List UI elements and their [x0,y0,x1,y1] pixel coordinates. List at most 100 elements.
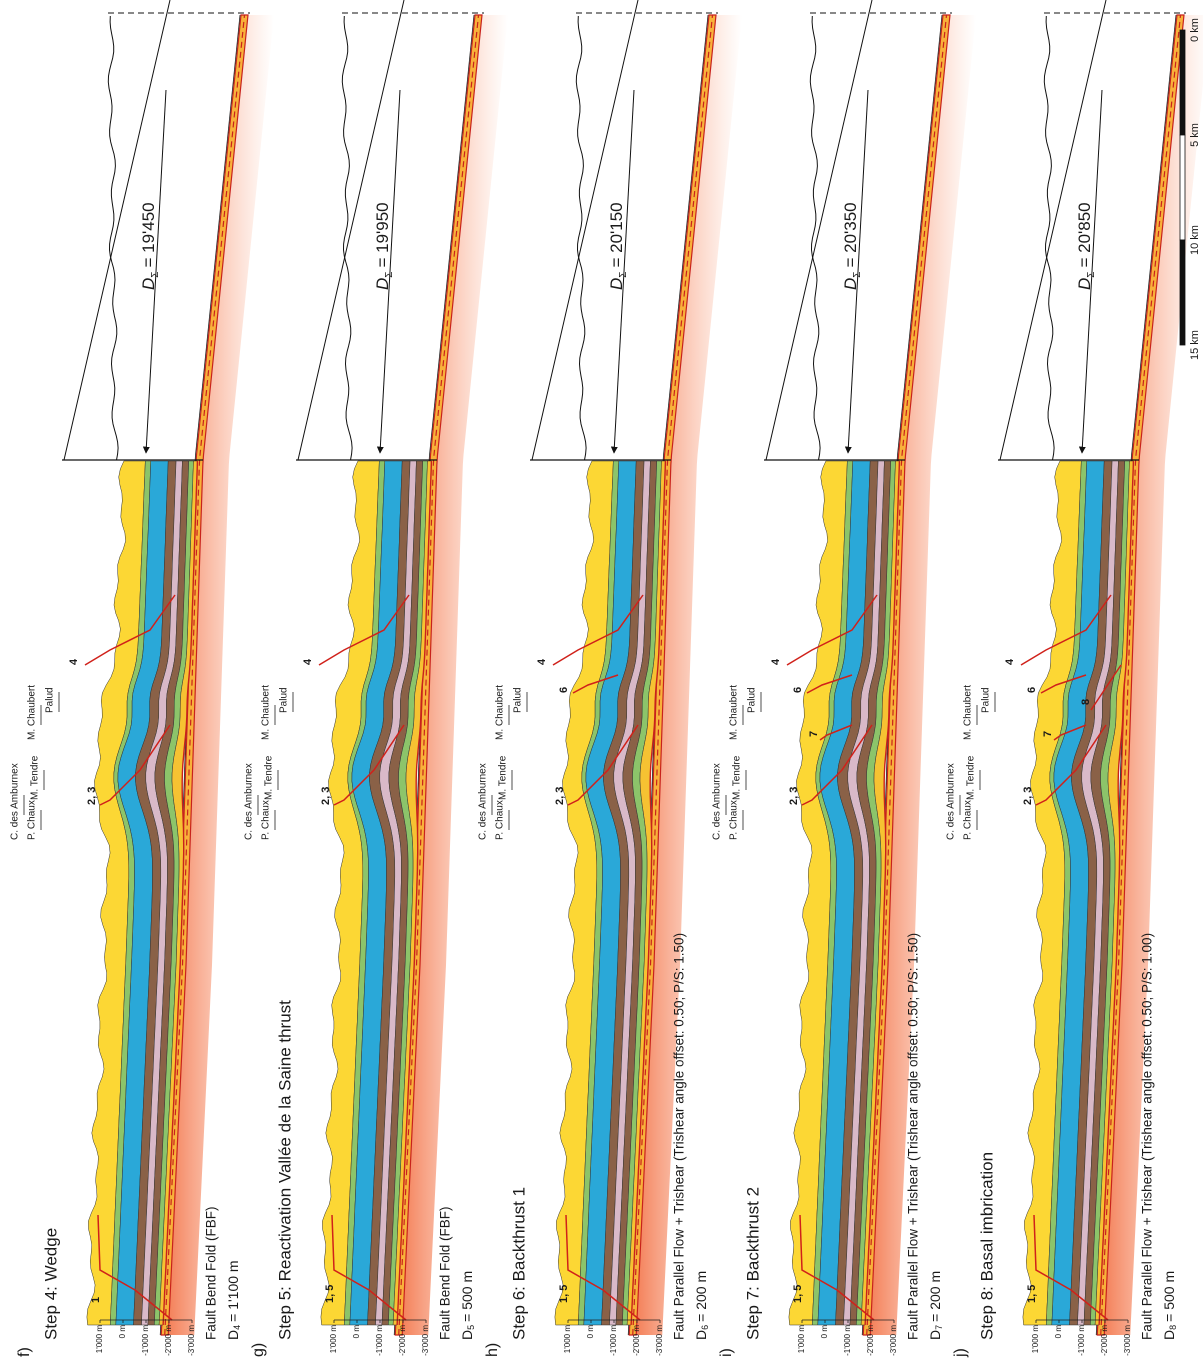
depth-tick-label: 1'000 m [1031,1325,1040,1354]
total-displacement: DΣ = 19'450 [139,202,160,290]
displacement: D5= 500 m [459,1271,477,1340]
scale-segment [1180,240,1185,345]
location-label: P. Chaux [495,800,506,840]
location-label: Palud [45,687,56,713]
method: Fault Parallel Flow + Trishear (Trishear… [1140,933,1155,1340]
location-label: P. Chaux [261,800,272,840]
fault-label: 6 [558,687,570,693]
fault-label: 2, 3 [86,787,98,805]
t-symbol: D [373,278,392,290]
location-label: M. Chaubert [495,685,506,740]
d-symbol: D [927,1330,943,1340]
displacement-arrow [146,90,166,453]
total-displacement: DΣ= 20'350 [841,202,862,290]
depth-tick-label: -3'000 m [187,1325,196,1356]
depth-tick-label: -2'000 m [866,1325,875,1356]
method: Fault Parallel Flow + Trishear (Trishear… [906,933,921,1340]
t-text: = 19'450 [139,202,158,267]
fault-label: 2, 3 [320,787,332,805]
fault-label: 1, 5 [1026,1285,1038,1303]
scale-segment [1180,30,1185,135]
location-label: M. Chaubert [27,685,38,740]
displacement-arrow [614,90,634,453]
location-label: M. Tendre [732,755,743,800]
t-symbol: D [841,278,860,290]
fault-label: 4 [302,658,314,665]
depth-tick-label: 0 m [352,1325,361,1339]
depth-tick-label: -3'000 m [655,1325,664,1356]
fault-label: 1, 5 [324,1285,336,1303]
fault-label: 2, 3 [1022,787,1034,805]
fault-label: 7 [808,731,820,737]
panel-label: g) [250,1343,267,1357]
location-label: M. Tendre [264,755,275,800]
d-text: = 500 m [459,1271,475,1322]
page: {"panels": [ {"label": "f)", "title": "S… [0,0,1203,1365]
location-label: M. Tendre [498,755,509,800]
t-index: Σ [150,272,161,278]
location-label: P. Chaux [963,800,974,840]
depth-tick-label: 0 m [118,1325,127,1339]
fault-label: 2, 3 [788,787,800,805]
topo-line [810,16,820,460]
location-label: C. des Amburnex [244,763,255,840]
location-label: C. des Amburnex [946,763,957,840]
depth-tick-label: -2'000 m [1100,1325,1109,1356]
fault-label: 7 [1042,731,1054,737]
depth-tick-label: -1'000 m [843,1325,852,1356]
d-text: = 500 m [1161,1271,1177,1322]
fault-label: 1, 5 [792,1285,804,1303]
location-label: P. Chaux [729,800,740,840]
d-symbol: D [225,1330,241,1340]
fault-label: 4 [68,658,80,665]
t-index: Σ [384,272,395,278]
d-index: 4 [232,1325,242,1330]
method: Fault Bend Fold (FBF) [204,1206,219,1340]
location-label: P. Chaux [27,800,38,840]
location-label: M. Chaubert [963,685,974,740]
panel-label: i) [718,1348,735,1357]
depth-tick-label: 1'000 m [563,1325,572,1354]
location-label: C. des Amburnex [10,763,21,840]
total-displacement: DΣ= 20'850 [1075,202,1096,290]
displacement-arrow [848,90,868,453]
scale-label: 15 km [1189,330,1201,360]
topo-line [342,16,352,460]
location-label: M. Chaubert [729,685,740,740]
d-symbol: D [1161,1330,1177,1340]
location-label: M. Tendre [966,755,977,800]
d-text: = 1'100 m [225,1260,241,1321]
displacement-arrow [380,90,400,453]
panel: 1, 52, 346781'000 m0 m-1'000 m-2'000 m-3… [946,0,1203,1358]
d-symbol: D [693,1330,709,1340]
displacement-arrow [1082,90,1102,453]
d-text: = 200 m [693,1271,709,1322]
fault-label: 4 [536,658,548,665]
depth-tick-label: -2'000 m [164,1325,173,1356]
figure: 12, 341'000 m0 m-1'000 m-2'000 m-3'000 m… [0,0,1203,1365]
panel: 1, 52, 341'000 m0 m-1'000 m-2'000 m-3'00… [244,0,508,1357]
step-title: Step 8: Basal imbrication [977,1152,996,1340]
displacement: D4 = 1'100 m [225,1260,243,1340]
scale-segment [1180,135,1185,240]
method: Fault Parallel Flow + Trishear (Trishear… [672,933,687,1340]
location-label: Palud [279,687,290,713]
location-label: M. Tendre [30,755,41,800]
t-index: Σ [1086,272,1097,278]
panel-label: j) [952,1348,969,1358]
d-index: 8 [1168,1325,1178,1330]
fault-label: 8 [1080,699,1092,705]
fault-label: 6 [792,687,804,693]
step-title: Step 5: Reactivation Vallée de la Saine … [275,1000,294,1340]
depth-tick-label: 1'000 m [797,1325,806,1354]
fault-label: 6 [1026,687,1038,693]
depth-tick-label: -2'000 m [398,1325,407,1356]
t-text: = 20'350 [841,202,860,267]
panel: 1, 52, 34671'000 m0 m-1'000 m-2'000 m-3'… [712,0,976,1357]
d-index: 7 [934,1325,944,1330]
method: Fault Bend Fold (FBF) [438,1206,453,1340]
d-text: = 200 m [927,1271,943,1322]
t-symbol: D [139,278,158,290]
